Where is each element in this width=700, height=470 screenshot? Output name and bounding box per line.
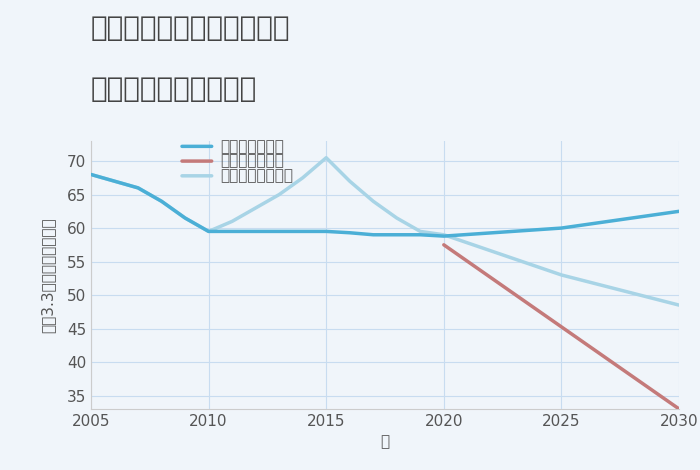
ノーマルシナリオ <box>204 228 213 234</box>
グッドシナリオ <box>204 228 213 234</box>
バッドシナリオ <box>675 406 683 412</box>
ノーマルシナリオ <box>416 228 424 234</box>
グッドシナリオ <box>158 198 166 204</box>
ノーマルシナリオ <box>440 232 448 238</box>
Text: 中古戸建ての価格推移: 中古戸建ての価格推移 <box>91 75 258 103</box>
グッドシナリオ <box>393 232 401 238</box>
Y-axis label: 坪（3.3㎡）単価（万円）: 坪（3.3㎡）単価（万円） <box>41 217 56 333</box>
X-axis label: 年: 年 <box>380 434 390 449</box>
グッドシナリオ <box>557 225 566 231</box>
グッドシナリオ <box>346 230 354 235</box>
ノーマルシナリオ <box>393 215 401 221</box>
ノーマルシナリオ <box>134 185 142 191</box>
ノーマルシナリオ <box>87 172 95 177</box>
グッドシナリオ <box>298 228 307 234</box>
ノーマルシナリオ <box>275 192 284 197</box>
グッドシナリオ <box>369 232 377 238</box>
グッドシナリオ <box>181 215 189 221</box>
ノーマルシナリオ <box>369 198 377 204</box>
グッドシナリオ <box>134 185 142 191</box>
Line: バッドシナリオ: バッドシナリオ <box>444 245 679 409</box>
ノーマルシナリオ <box>181 215 189 221</box>
Text: グッドシナリオ: グッドシナリオ <box>220 139 284 154</box>
グッドシナリオ <box>322 228 330 234</box>
ノーマルシナリオ <box>228 219 237 224</box>
グッドシナリオ <box>675 209 683 214</box>
ノーマルシナリオ <box>111 179 119 184</box>
グッドシナリオ <box>111 179 119 184</box>
グッドシナリオ <box>275 228 284 234</box>
Text: バッドシナリオ: バッドシナリオ <box>220 154 284 169</box>
グッドシナリオ <box>251 228 260 234</box>
ノーマルシナリオ <box>251 205 260 211</box>
Line: グッドシナリオ: グッドシナリオ <box>91 174 679 236</box>
グッドシナリオ <box>87 172 95 177</box>
Text: ノーマルシナリオ: ノーマルシナリオ <box>220 168 293 183</box>
グッドシナリオ <box>416 232 424 238</box>
Line: ノーマルシナリオ: ノーマルシナリオ <box>91 158 679 305</box>
ノーマルシナリオ <box>346 179 354 184</box>
ノーマルシナリオ <box>675 302 683 308</box>
グッドシナリオ <box>228 228 237 234</box>
バッドシナリオ <box>440 242 448 248</box>
ノーマルシナリオ <box>158 198 166 204</box>
Text: 三重県鈴鹿市下大久保町の: 三重県鈴鹿市下大久保町の <box>91 14 290 42</box>
グッドシナリオ <box>440 233 448 239</box>
ノーマルシナリオ <box>298 175 307 180</box>
ノーマルシナリオ <box>322 155 330 161</box>
ノーマルシナリオ <box>557 272 566 278</box>
